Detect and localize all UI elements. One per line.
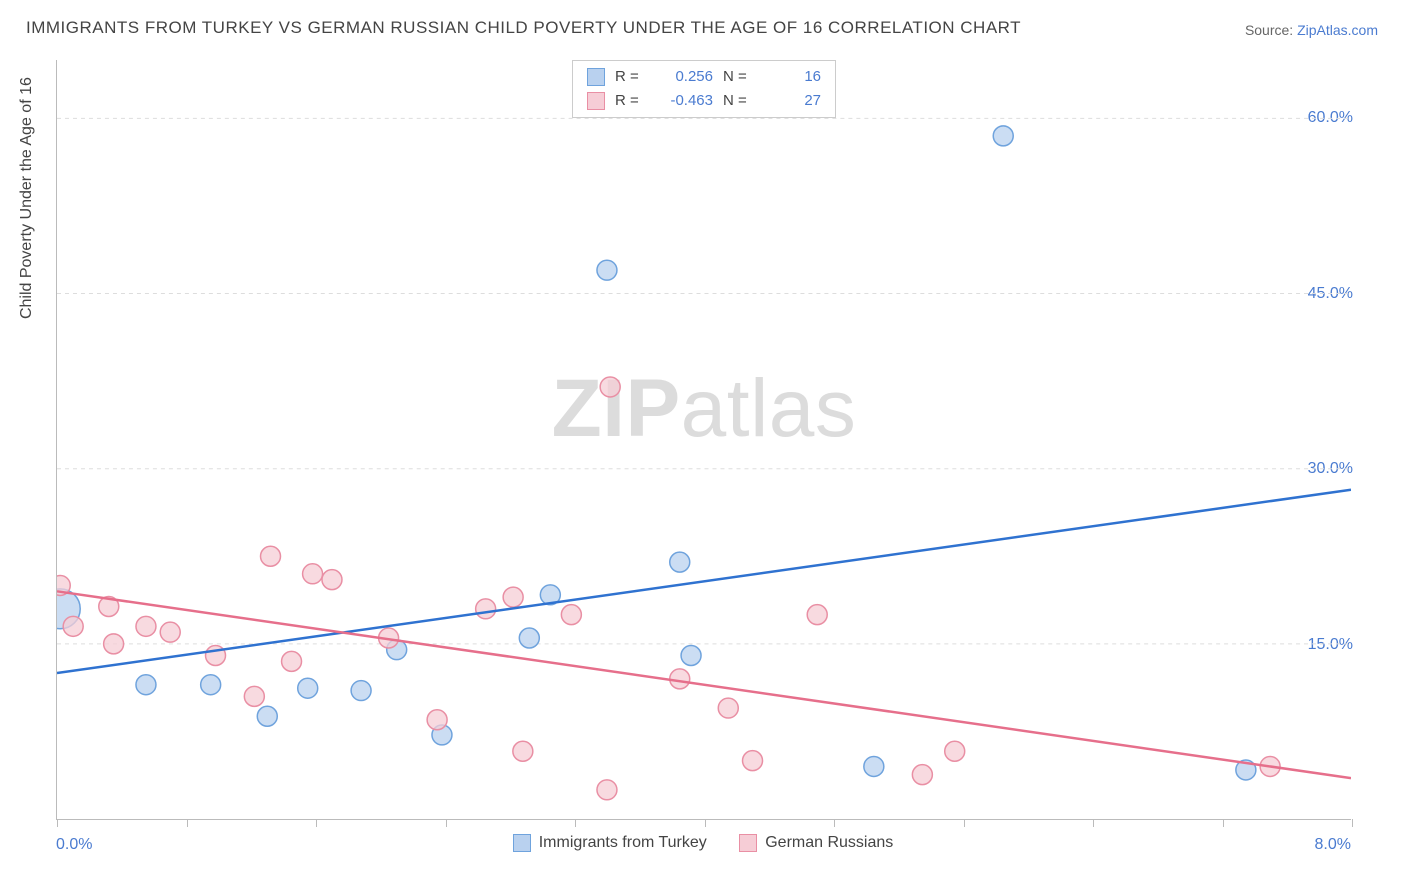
- chart-svg: [57, 60, 1351, 819]
- x-tick: [964, 819, 965, 827]
- data-point: [427, 710, 447, 730]
- data-point: [351, 681, 371, 701]
- swatch-turkey: [587, 68, 605, 86]
- data-point: [160, 622, 180, 642]
- r-value-german-russian: -0.463: [653, 89, 713, 113]
- data-point: [597, 260, 617, 280]
- trend-line: [57, 490, 1351, 673]
- data-point: [561, 605, 581, 625]
- source-attribution: Source: ZipAtlas.com: [1245, 22, 1378, 38]
- data-point: [63, 616, 83, 636]
- data-point: [244, 686, 264, 706]
- x-tick: [1093, 819, 1094, 827]
- plot-area: ZIPatlas R = 0.256 N = 16 R = -0.463 N =…: [56, 60, 1351, 820]
- r-label: R =: [615, 89, 643, 113]
- source-link[interactable]: ZipAtlas.com: [1297, 22, 1378, 38]
- legend-label-turkey: Immigrants from Turkey: [539, 834, 707, 852]
- legend-label-german-russian: German Russians: [765, 834, 893, 852]
- swatch-german-russian: [587, 92, 605, 110]
- data-point: [513, 741, 533, 761]
- data-point: [597, 780, 617, 800]
- data-point: [104, 634, 124, 654]
- x-tick: [834, 819, 835, 827]
- chart-title: IMMIGRANTS FROM TURKEY VS GERMAN RUSSIAN…: [26, 18, 1021, 38]
- x-tick: [1223, 819, 1224, 827]
- legend-item-german-russian: German Russians: [739, 834, 893, 852]
- series-legend: Immigrants from Turkey German Russians: [0, 834, 1406, 857]
- correlation-legend: R = 0.256 N = 16 R = -0.463 N = 27: [572, 60, 836, 118]
- x-tick: [57, 819, 58, 827]
- x-tick: [446, 819, 447, 827]
- data-point: [282, 651, 302, 671]
- data-point: [136, 616, 156, 636]
- trend-line: [57, 591, 1351, 778]
- data-point: [257, 706, 277, 726]
- data-point: [993, 126, 1013, 146]
- data-point: [681, 646, 701, 666]
- data-point: [945, 741, 965, 761]
- n-value-german-russian: 27: [761, 89, 821, 113]
- swatch-german-russian-icon: [739, 834, 757, 852]
- data-point: [201, 675, 221, 695]
- n-value-turkey: 16: [761, 65, 821, 89]
- data-point: [519, 628, 539, 648]
- data-point: [303, 564, 323, 584]
- data-point: [322, 570, 342, 590]
- x-tick: [316, 819, 317, 827]
- x-tick: [1352, 819, 1353, 827]
- n-label: N =: [723, 89, 751, 113]
- swatch-turkey-icon: [513, 834, 531, 852]
- data-point: [718, 698, 738, 718]
- legend-row-turkey: R = 0.256 N = 16: [587, 65, 821, 89]
- x-tick: [187, 819, 188, 827]
- n-label: N =: [723, 65, 751, 89]
- data-point: [600, 377, 620, 397]
- r-label: R =: [615, 65, 643, 89]
- data-point: [670, 669, 690, 689]
- legend-row-german-russian: R = -0.463 N = 27: [587, 89, 821, 113]
- data-point: [743, 751, 763, 771]
- data-point: [476, 599, 496, 619]
- y-axis-title: Child Poverty Under the Age of 16: [18, 77, 36, 319]
- data-point: [261, 546, 281, 566]
- r-value-turkey: 0.256: [653, 65, 713, 89]
- data-point: [298, 678, 318, 698]
- data-point: [136, 675, 156, 695]
- x-tick: [575, 819, 576, 827]
- data-point: [670, 552, 690, 572]
- data-point: [503, 587, 523, 607]
- x-tick: [705, 819, 706, 827]
- legend-item-turkey: Immigrants from Turkey: [513, 834, 707, 852]
- source-prefix: Source:: [1245, 22, 1297, 38]
- data-point: [807, 605, 827, 625]
- data-point: [864, 756, 884, 776]
- data-point: [912, 765, 932, 785]
